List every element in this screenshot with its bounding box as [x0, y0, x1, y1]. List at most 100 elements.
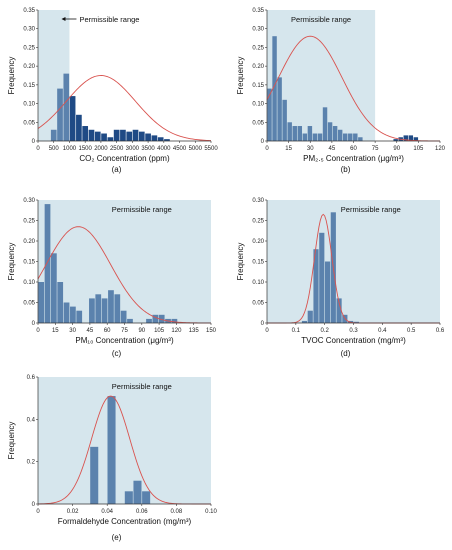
x-tick-label: 1500	[79, 146, 93, 152]
histogram-bar	[107, 137, 114, 141]
permissible-range-label: Permissible range	[341, 205, 401, 214]
histogram-bar	[127, 318, 133, 323]
y-axis-label: Frequency	[7, 243, 16, 281]
y-tick-label: 0.10	[252, 280, 264, 286]
x-axis-label: Formaldehyde Concentration (mg/m³)	[58, 517, 192, 526]
x-tick-label: 500	[49, 146, 60, 152]
x-tick-label: 3000	[126, 146, 140, 152]
x-axis-label: PM₂.₅ Concentration (μg/m³)	[303, 154, 404, 163]
histogram-bar	[50, 129, 57, 141]
panel-label: (e)	[112, 533, 122, 542]
histogram-bar	[408, 135, 414, 141]
x-tick-label: 120	[171, 328, 182, 334]
histogram-bar	[301, 320, 308, 323]
y-tick-label: 0.35	[23, 8, 35, 14]
histogram-bar	[63, 73, 70, 141]
x-tick-label: 30	[69, 328, 76, 334]
x-tick-label: 45	[329, 146, 336, 152]
histogram-bar	[50, 253, 57, 323]
histogram-bar	[38, 282, 45, 323]
permissible-range-region	[267, 200, 440, 323]
panel-label: (d)	[341, 349, 351, 358]
histogram-bar	[151, 135, 158, 141]
y-tick-label: 0.15	[252, 260, 264, 266]
histogram-bar	[44, 204, 51, 323]
y-tick-label: 0.4	[27, 417, 36, 423]
x-tick-label: 0	[36, 509, 40, 515]
histogram-bar	[57, 282, 64, 323]
panel-label: (a)	[112, 165, 122, 174]
histogram-bar	[393, 139, 398, 141]
histogram-bar	[312, 133, 318, 141]
y-tick-label: 0	[261, 321, 265, 327]
histogram-bar	[107, 396, 116, 504]
histogram-bar	[113, 129, 120, 141]
histogram-bar	[101, 133, 107, 141]
histogram-bar	[94, 131, 101, 141]
x-tick-label: 45	[87, 328, 94, 334]
x-tick-label: 0.10	[205, 509, 217, 515]
histogram-bar	[70, 306, 76, 323]
histogram-bar	[403, 135, 408, 141]
y-tick-label: 0.20	[252, 64, 264, 70]
histogram-bar	[138, 131, 145, 141]
histogram-bar	[348, 133, 353, 141]
histogram-bar	[114, 294, 121, 323]
x-tick-label: 60	[104, 328, 111, 334]
chart-panel-2: Permissible range 0 15 30 45 60 75 90 105 120 0 0.0…	[236, 8, 446, 174]
histogram-bar	[302, 133, 308, 141]
permissible-range-label: Permissible range	[291, 15, 351, 24]
x-tick-label: 105	[154, 328, 165, 334]
panel-label: (c)	[112, 349, 122, 358]
histogram-bar	[319, 232, 325, 323]
normal-fit-curve	[37, 226, 212, 324]
histogram-bar	[152, 314, 159, 323]
y-tick-label: 0.30	[23, 198, 35, 204]
x-tick-label: 75	[372, 146, 379, 152]
x-tick-label: 30	[307, 146, 314, 152]
panel-label: (b)	[341, 165, 351, 174]
histogram-bar	[158, 314, 165, 323]
histogram-bar	[120, 129, 126, 141]
histogram-bar	[76, 310, 83, 323]
x-tick-label: 0.6	[436, 328, 445, 334]
histogram-bar	[324, 261, 331, 323]
y-tick-label: 0.05	[252, 301, 264, 307]
histogram-bar	[124, 491, 133, 504]
x-tick-label: 75	[121, 328, 128, 334]
histogram-bar	[90, 446, 99, 504]
x-tick-label: 0.02	[67, 509, 79, 515]
x-tick-label: 5000	[189, 146, 203, 152]
y-tick-label: 0.10	[23, 102, 35, 108]
x-tick-label: 0.04	[101, 509, 113, 515]
y-tick-label: 0.35	[252, 8, 264, 14]
x-axis-label: TVOC Concentration (mg/m³)	[301, 336, 406, 345]
x-tick-label: 0.5	[407, 328, 416, 334]
y-tick-label: 0.05	[252, 120, 264, 126]
histogram-bar	[95, 294, 102, 323]
x-tick-label: 150	[206, 328, 217, 334]
histogram-bar	[327, 122, 333, 141]
y-tick-label: 0.05	[23, 301, 35, 307]
x-tick-label: 4500	[173, 146, 187, 152]
histogram-bar	[120, 310, 127, 323]
x-tick-label: 90	[393, 146, 400, 152]
x-tick-label: 0.06	[136, 509, 148, 515]
histogram-bar	[142, 491, 151, 504]
x-tick-label: 0.2	[320, 328, 329, 334]
y-tick-label: 0.2	[27, 460, 36, 466]
histogram-bar	[101, 298, 108, 323]
histogram-bar	[145, 133, 151, 141]
y-tick-label: 0.20	[23, 64, 35, 70]
y-tick-label: 0.6	[27, 375, 36, 381]
histogram-bar	[353, 321, 359, 323]
x-tick-label: 0.1	[292, 328, 301, 334]
x-tick-label: 0	[36, 146, 40, 152]
chart-panel-3: Permissible range 0 15 30 45 60 75 90 105 120 135 1…	[7, 198, 217, 358]
y-tick-label: 0	[32, 139, 36, 145]
histogram-bar	[57, 88, 63, 141]
y-tick-label: 0.30	[252, 27, 264, 33]
histogram-bar	[282, 99, 287, 141]
x-tick-label: 15	[52, 328, 59, 334]
y-tick-label: 0.30	[23, 27, 35, 33]
